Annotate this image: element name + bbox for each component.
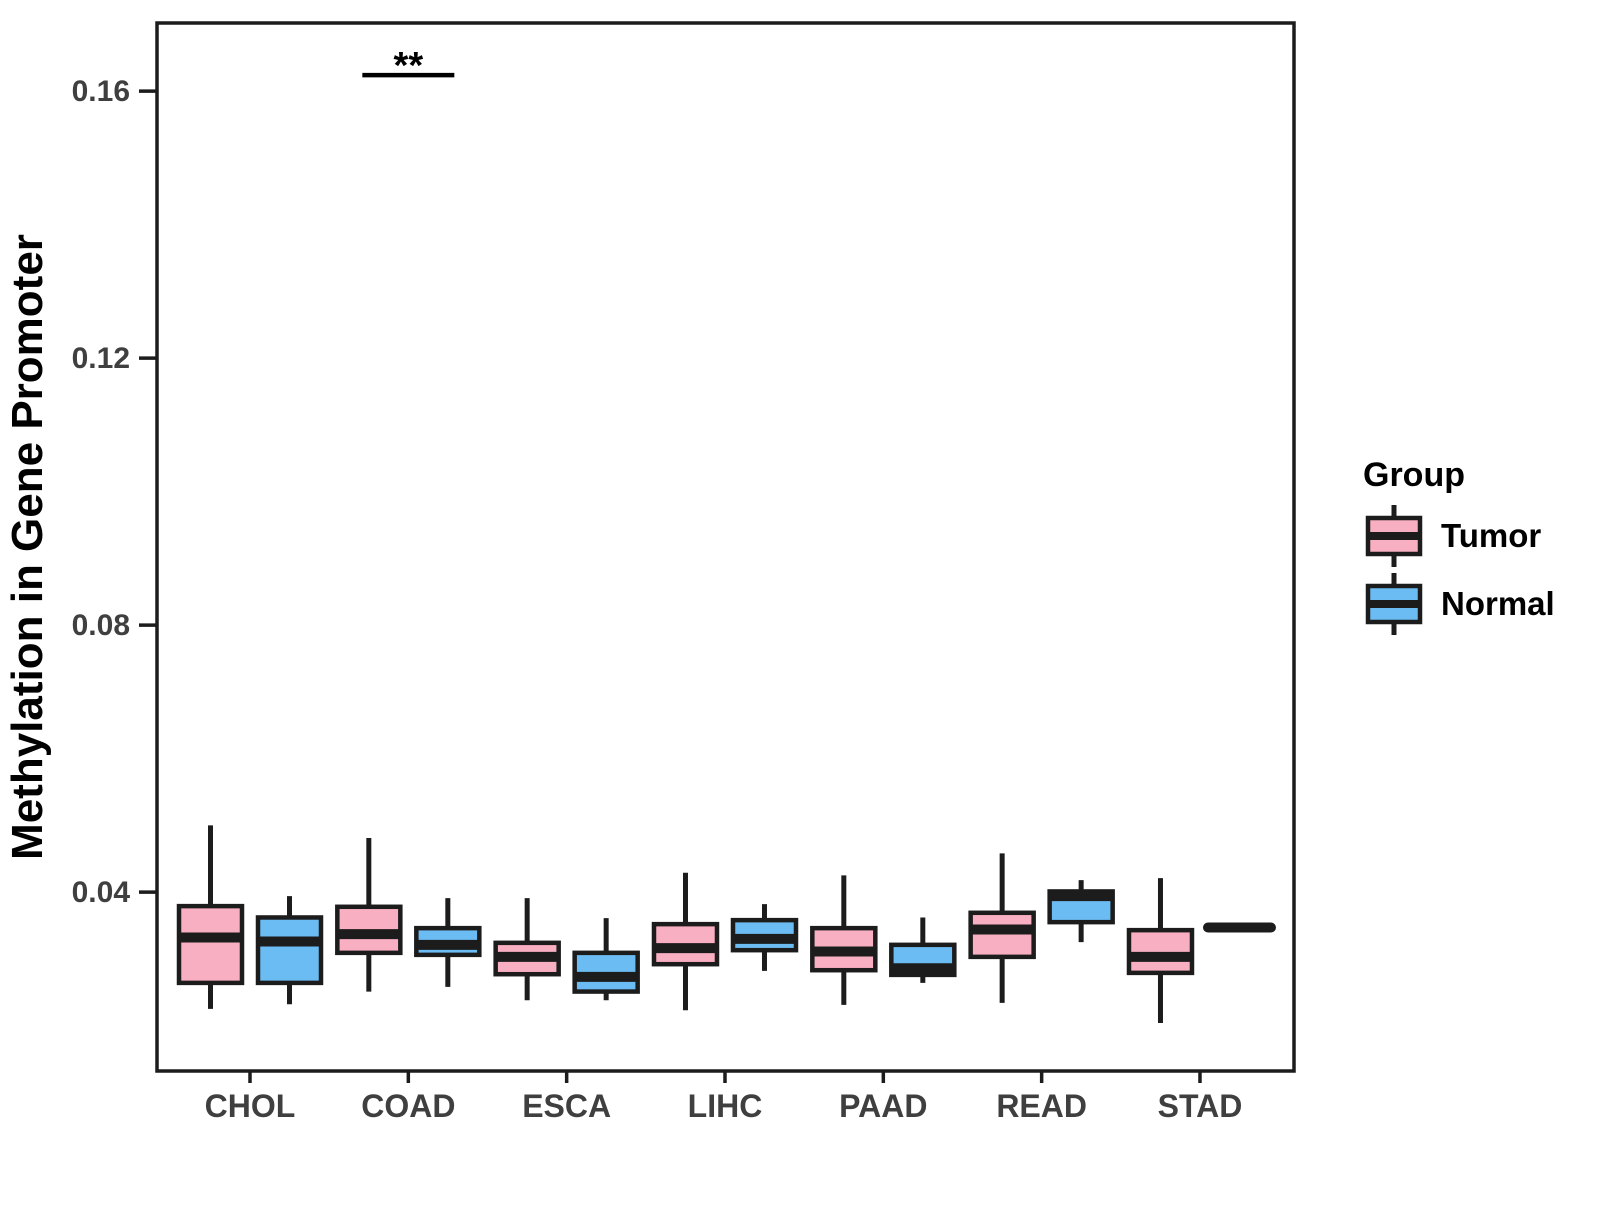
legend-label-tumor: Tumor: [1441, 517, 1541, 554]
axes-layer: 0.04 0.08 0.12 0.16 CHOL COAD ESCA LIHC PAAD READ…: [72, 75, 1243, 1124]
y-axis-tick-label: 0.12: [72, 342, 130, 375]
legend-title: Group: [1363, 456, 1465, 494]
x-axis-tick-label: PAAD: [839, 1088, 927, 1124]
x-axis-tick-label: READ: [996, 1088, 1087, 1124]
legend-items: Tumor Normal: [1365, 505, 1555, 635]
legend-label-normal: Normal: [1441, 585, 1555, 622]
y-axis-tick-label: 0.04: [72, 876, 131, 909]
box-normal-CHOL: [255, 915, 324, 986]
x-axis-tick-label: ESCA: [522, 1088, 611, 1124]
panel-border: [155, 21, 1296, 1073]
box-tumor-READ: [968, 910, 1036, 960]
box-tumor-STAD: [1126, 927, 1195, 976]
legend-item-tumor: Tumor: [1365, 505, 1541, 567]
significance-label: **: [394, 45, 424, 87]
x-axis-tick-label: LIHC: [688, 1088, 763, 1124]
x-axis-tick-label: CHOL: [205, 1088, 296, 1124]
significance-layer: **: [362, 45, 455, 87]
legend: Group Tumor Normal: [1363, 456, 1555, 635]
y-axis-title: Methylation in Gene Promoter: [3, 234, 52, 860]
legend-item-normal: Normal: [1365, 573, 1555, 635]
box-tumor-CHOL: [176, 903, 245, 986]
x-axis-tick-label: COAD: [361, 1088, 455, 1124]
boxes-layer: [176, 825, 1276, 1023]
y-axis-tick-label: 0.08: [72, 609, 130, 642]
x-axis-tick-label: STAD: [1158, 1088, 1243, 1124]
y-axis-tick-label: 0.16: [72, 75, 130, 108]
